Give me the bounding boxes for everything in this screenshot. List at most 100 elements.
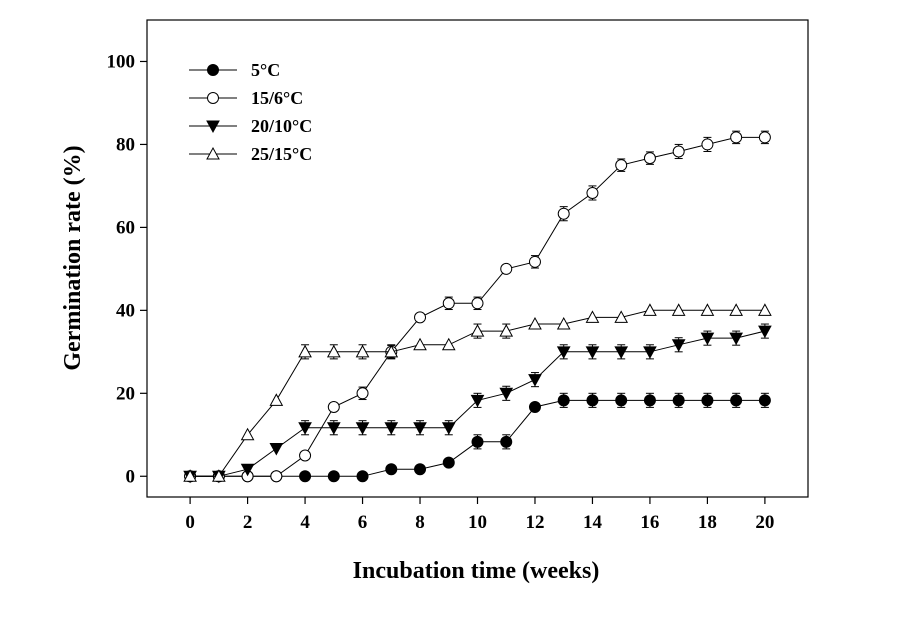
y-tick-label: 60 [116, 217, 135, 238]
data-point [471, 297, 484, 310]
y-axis-title: Germination rate (%) [60, 145, 86, 370]
data-point [240, 463, 255, 477]
data-point [298, 344, 312, 358]
data-point [528, 316, 542, 330]
x-tick-label: 8 [415, 512, 425, 533]
data-point [442, 456, 455, 469]
data-point [700, 303, 715, 316]
data-point [414, 311, 427, 324]
data-point [499, 324, 514, 337]
x-tick-label: 10 [468, 512, 487, 533]
legend-marker [206, 120, 220, 134]
legend-label: 15/6°C [251, 88, 303, 108]
data-point [298, 422, 312, 435]
data-point [326, 422, 341, 435]
data-point [355, 344, 370, 358]
data-point [585, 310, 600, 323]
data-point [413, 337, 427, 351]
data-point [615, 159, 628, 172]
data-point [299, 449, 312, 462]
data-point [299, 470, 312, 483]
data-point [672, 145, 685, 158]
x-tick-label: 18 [698, 512, 717, 533]
x-tick-label: 16 [640, 512, 659, 533]
data-point [556, 316, 571, 330]
data-point [269, 393, 284, 406]
data-point [557, 394, 570, 407]
data-point [183, 469, 197, 482]
x-tick-label: 4 [300, 512, 310, 533]
data-point [470, 324, 485, 337]
data-point [500, 262, 513, 275]
data-point [269, 442, 284, 456]
x-tick-label: 14 [583, 512, 603, 533]
data-point [671, 339, 686, 352]
legend-entry: 20/10°C [189, 116, 312, 136]
data-point [212, 469, 226, 482]
data-point [528, 255, 541, 268]
x-tick-label: 20 [755, 512, 774, 533]
data-point [730, 131, 743, 144]
data-point [500, 435, 513, 448]
x-axis: 0 2 4 6 8 10 12 14 16 18 20 [185, 497, 774, 533]
data-point [384, 344, 399, 358]
legend-marker [206, 146, 220, 160]
series-layer [183, 130, 772, 484]
data-point [528, 400, 541, 413]
y-tick-label: 100 [107, 51, 136, 72]
data-point [643, 152, 656, 165]
y-axis: 0 20 40 60 80 100 [107, 51, 147, 487]
legend-entry: 25/15°C [189, 144, 312, 164]
x-tick-label: 2 [243, 512, 253, 533]
y-tick-label: 0 [126, 466, 136, 487]
data-point [270, 470, 283, 483]
series-3 [183, 323, 772, 484]
data-point [758, 394, 771, 407]
x-axis-title: Incubation time (weeks) [353, 558, 600, 584]
data-point [441, 337, 456, 351]
data-point [557, 207, 570, 220]
data-point [672, 394, 685, 407]
x-tick-label: 6 [358, 512, 368, 533]
series-2 [184, 130, 771, 483]
data-point [585, 346, 600, 359]
data-point [414, 463, 427, 476]
data-point [327, 470, 340, 483]
data-point [701, 138, 714, 151]
data-point [326, 344, 341, 358]
y-tick-label: 80 [116, 134, 135, 155]
data-point [355, 422, 370, 435]
legend-marker [207, 92, 219, 104]
legend-label: 5°C [251, 60, 280, 80]
data-point [758, 325, 772, 339]
data-point [240, 427, 255, 441]
legend-marker [207, 64, 219, 76]
data-point [643, 346, 657, 359]
data-point [384, 422, 399, 435]
plot-frame [146, 19, 809, 498]
data-point [586, 186, 599, 199]
data-point [643, 303, 657, 316]
data-point [385, 463, 398, 476]
data-point [729, 332, 743, 346]
data-point [556, 346, 571, 359]
data-point [671, 303, 686, 316]
data-point [356, 387, 369, 400]
data-point [730, 394, 743, 407]
series-4 [183, 303, 772, 482]
data-point [615, 394, 628, 407]
x-tick-label: 0 [185, 512, 195, 533]
data-point [701, 394, 714, 407]
data-point [471, 435, 484, 448]
series-1 [184, 392, 771, 483]
legend-entry: 5°C [189, 60, 280, 80]
data-point [758, 303, 772, 316]
legend: 5°C 15/6°C 20/10°C 25/15°C [189, 60, 312, 164]
data-point [327, 400, 340, 413]
data-point [499, 387, 514, 401]
data-point [614, 310, 629, 323]
data-point [442, 297, 455, 310]
data-point [700, 332, 715, 346]
y-tick-label: 40 [116, 300, 135, 321]
